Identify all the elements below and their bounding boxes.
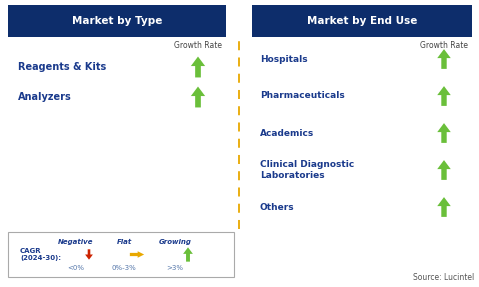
FancyArrow shape xyxy=(191,57,205,77)
Text: Growth Rate: Growth Rate xyxy=(420,41,468,50)
FancyArrow shape xyxy=(130,251,144,258)
Text: Growing: Growing xyxy=(159,239,192,245)
FancyArrow shape xyxy=(183,247,193,262)
Text: Hospitals: Hospitals xyxy=(260,55,308,63)
FancyArrow shape xyxy=(437,86,451,106)
Text: Flat: Flat xyxy=(116,239,132,245)
FancyBboxPatch shape xyxy=(8,232,234,277)
Text: Academics: Academics xyxy=(260,129,314,137)
FancyBboxPatch shape xyxy=(8,5,226,37)
Text: CAGR
(2024-30):: CAGR (2024-30): xyxy=(20,248,61,261)
Text: >3%: >3% xyxy=(167,265,183,271)
FancyBboxPatch shape xyxy=(252,5,472,37)
Text: Clinical Diagnostic
Laboratories: Clinical Diagnostic Laboratories xyxy=(260,160,354,180)
FancyArrow shape xyxy=(437,197,451,217)
FancyArrow shape xyxy=(191,87,205,107)
FancyArrow shape xyxy=(437,49,451,69)
Text: Growth Rate: Growth Rate xyxy=(174,41,222,50)
Text: Negative: Negative xyxy=(58,239,94,245)
Text: Analyzers: Analyzers xyxy=(18,92,72,102)
Text: Others: Others xyxy=(260,203,295,212)
FancyArrow shape xyxy=(85,249,93,260)
FancyArrow shape xyxy=(437,160,451,180)
Text: Market by End Use: Market by End Use xyxy=(307,16,417,26)
FancyArrow shape xyxy=(437,123,451,143)
Text: 0%-3%: 0%-3% xyxy=(112,265,137,271)
Text: Source: Lucintel: Source: Lucintel xyxy=(413,273,474,282)
Text: <0%: <0% xyxy=(68,265,84,271)
Text: Market by Type: Market by Type xyxy=(72,16,162,26)
Text: Reagents & Kits: Reagents & Kits xyxy=(18,62,106,72)
Text: Pharmaceuticals: Pharmaceuticals xyxy=(260,92,345,100)
